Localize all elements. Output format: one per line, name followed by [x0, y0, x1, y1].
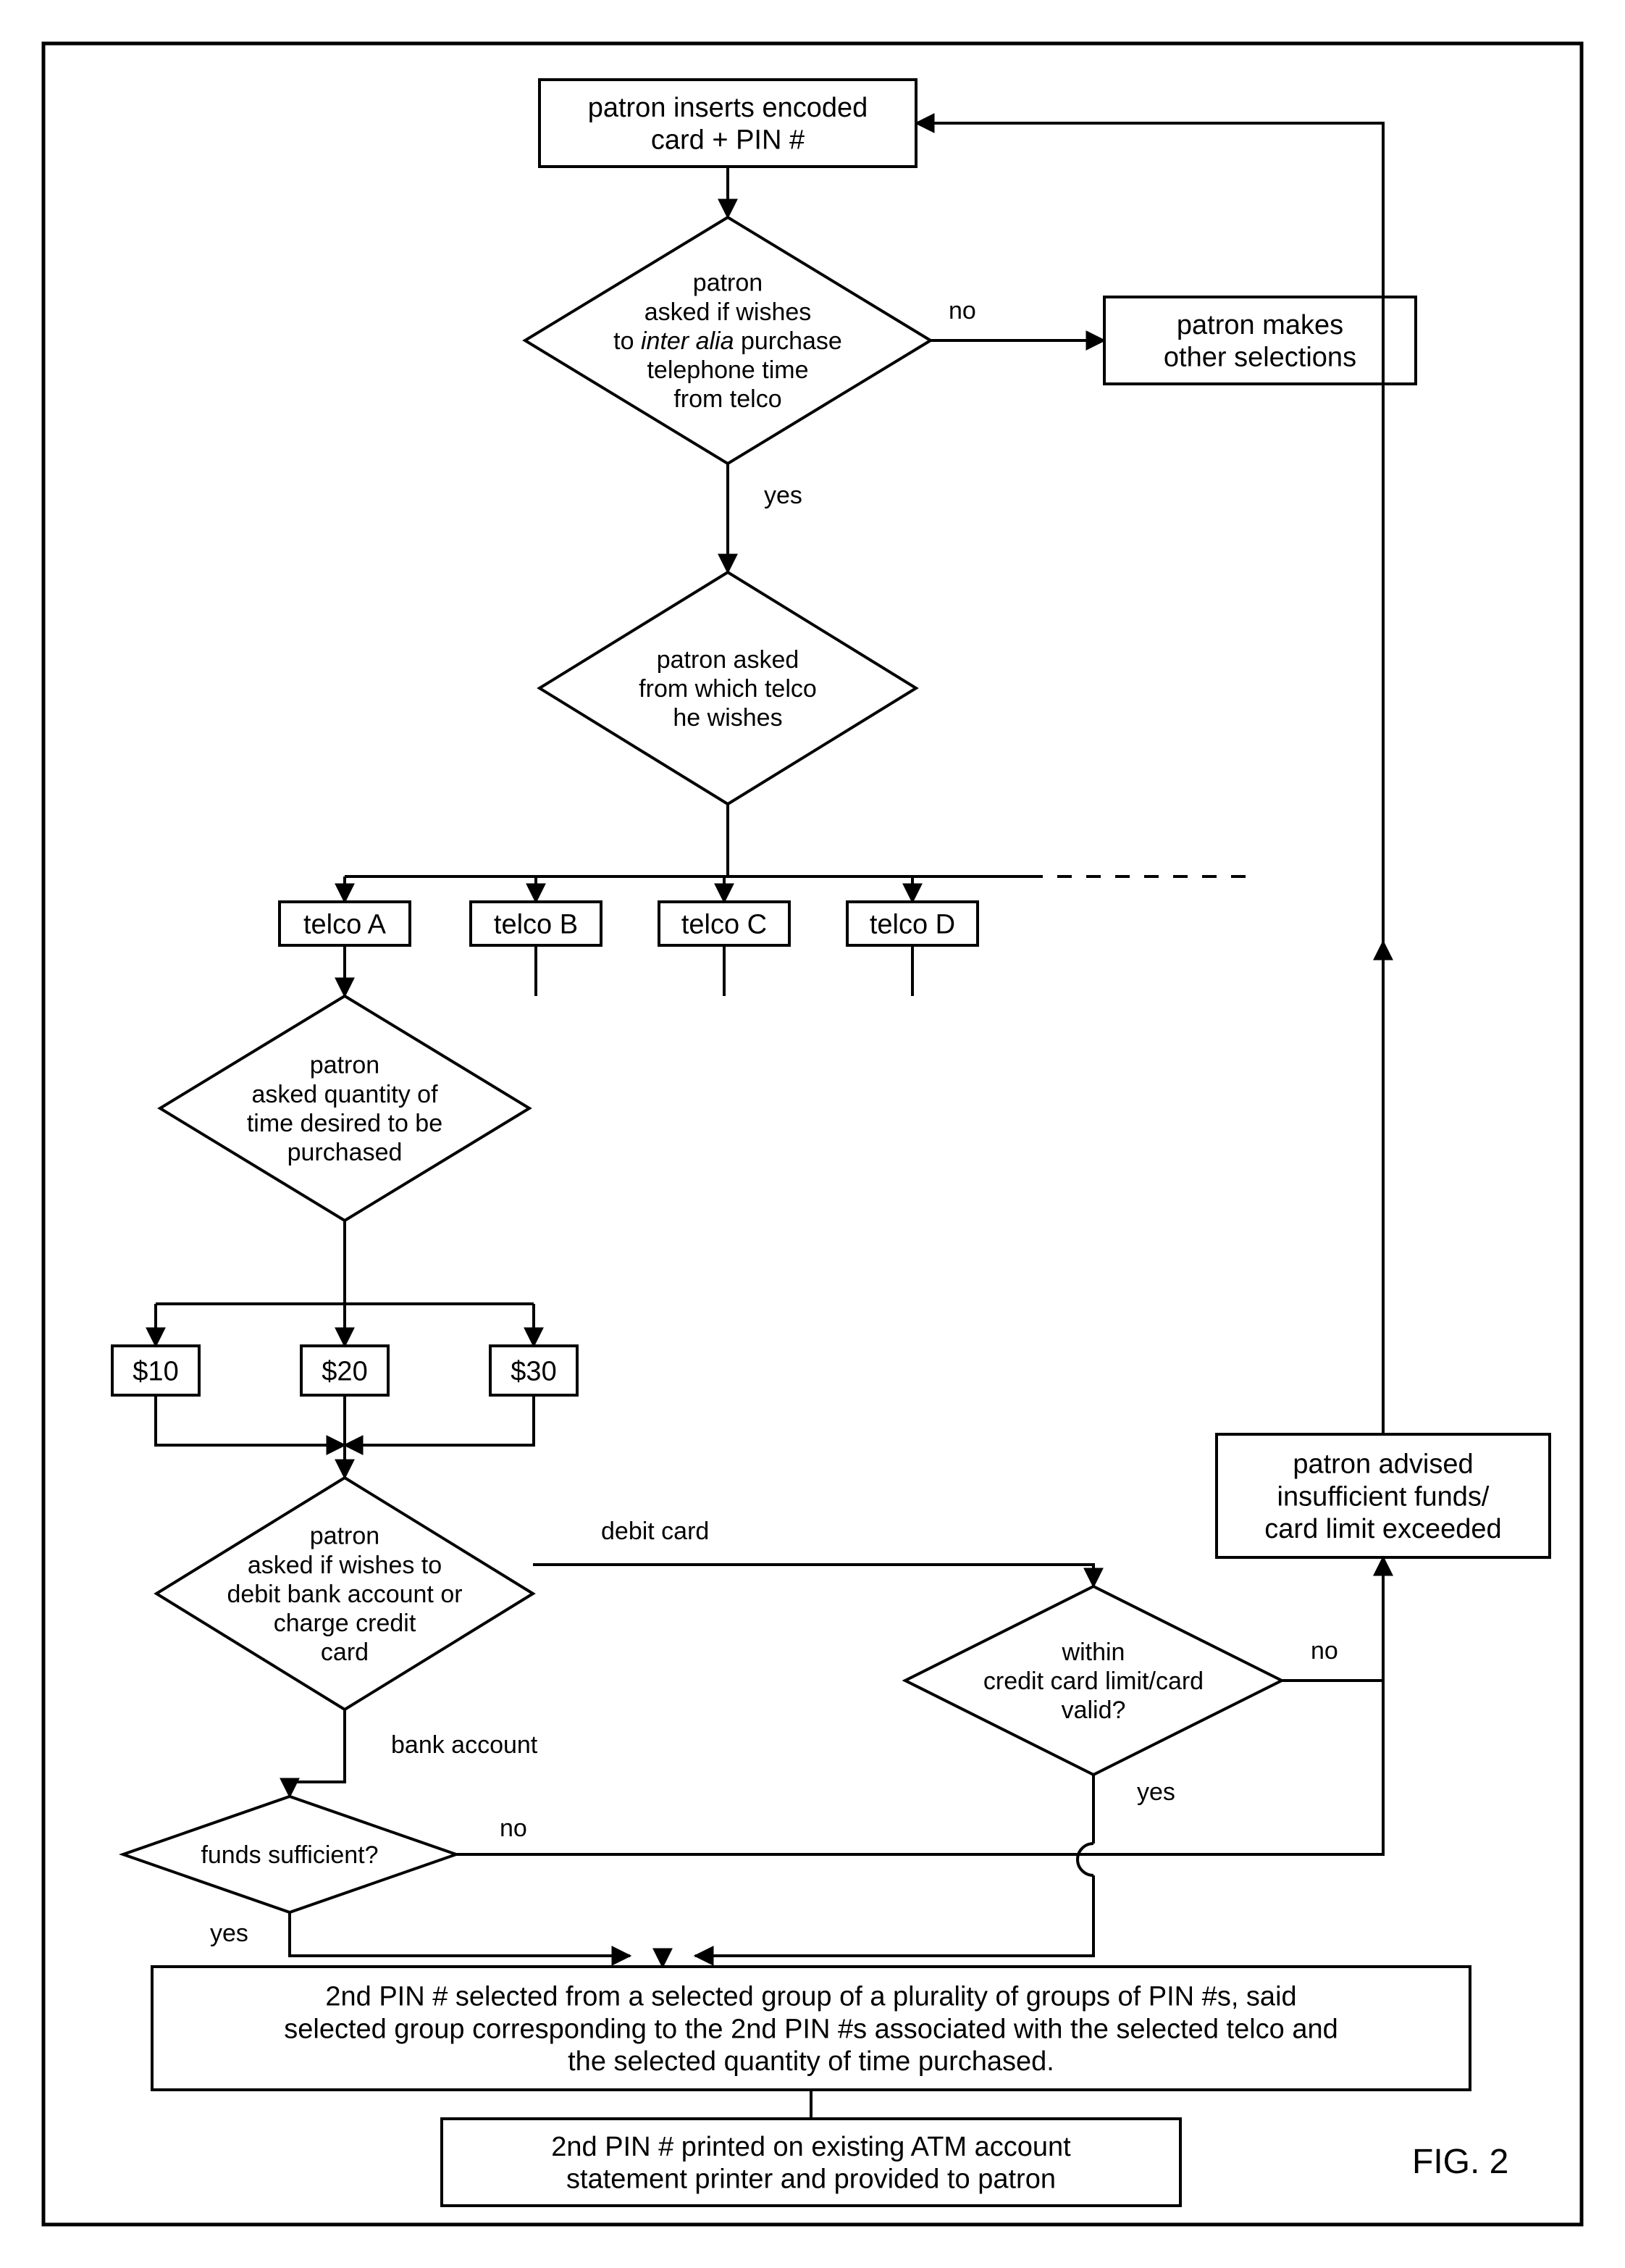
edge-label-debit: debit card	[601, 1518, 709, 1545]
edge-label-yes1: yes	[764, 482, 802, 509]
svg-text:telephone time: telephone time	[647, 356, 808, 384]
svg-text:2nd PIN # selected from a sele: 2nd PIN # selected from a selected group…	[325, 1981, 1296, 2012]
svg-text:telco B: telco B	[494, 909, 578, 940]
svg-text:telco A: telco A	[303, 909, 387, 940]
svg-text:selected group corresponding t: selected group corresponding to the 2nd …	[284, 2014, 1338, 2044]
svg-text:$30: $30	[511, 1356, 556, 1386]
svg-text:debit bank account or: debit bank account or	[227, 1581, 462, 1608]
svg-text:statement printer and provided: statement printer and provided to patron	[566, 2164, 1056, 2195]
svg-text:card limit exceeded: card limit exceeded	[1264, 1514, 1501, 1544]
svg-text:within: within	[1062, 1639, 1125, 1666]
svg-text:patron advised: patron advised	[1293, 1449, 1473, 1479]
svg-text:telco D: telco D	[870, 909, 955, 940]
svg-text:he wishes: he wishes	[673, 704, 782, 732]
svg-text:asked if wishes to: asked if wishes to	[248, 1552, 442, 1579]
svg-text:telco C: telco C	[681, 909, 767, 940]
flowchart-figure: patron inserts encodedcard + PIN # patron…	[0, 0, 1625, 2268]
svg-text:charge credit: charge credit	[274, 1610, 416, 1637]
svg-text:time desired to be: time desired to be	[247, 1110, 442, 1137]
svg-text:funds sufficient?: funds sufficient?	[201, 1841, 378, 1869]
svg-text:patron: patron	[310, 1523, 379, 1550]
svg-text:asked if wishes: asked if wishes	[644, 298, 812, 326]
svg-text:valid?: valid?	[1062, 1696, 1126, 1724]
svg-text:card + PIN #: card + PIN #	[651, 125, 805, 156]
edge-label-no_f: no	[500, 1815, 527, 1842]
svg-text:patron makes: patron makes	[1177, 310, 1343, 340]
svg-text:patron asked: patron asked	[657, 646, 799, 674]
svg-text:from which telco: from which telco	[639, 675, 817, 703]
svg-text:from telco: from telco	[673, 385, 781, 413]
svg-text:to inter alia purchase: to inter alia purchase	[613, 327, 842, 355]
svg-text:credit card limit/card: credit card limit/card	[983, 1667, 1204, 1695]
svg-text:insufficient funds/: insufficient funds/	[1277, 1481, 1490, 1512]
edge-label-bank: bank account	[391, 1731, 538, 1759]
svg-text:$20: $20	[322, 1356, 367, 1386]
svg-text:other selections: other selections	[1164, 343, 1356, 373]
edge-label-no_c: no	[1311, 1637, 1338, 1665]
edge-label-yes_c: yes	[1137, 1778, 1175, 1806]
svg-text:patron: patron	[693, 269, 763, 297]
svg-text:patron: patron	[310, 1052, 379, 1079]
svg-text:$10: $10	[133, 1356, 178, 1386]
edge-label-no1: no	[949, 297, 976, 325]
figure-label: FIG. 2	[1412, 2143, 1508, 2181]
svg-text:purchased: purchased	[287, 1139, 403, 1166]
svg-text:2nd PIN # printed on existing: 2nd PIN # printed on existing ATM accoun…	[551, 2132, 1071, 2162]
edge-label-yes_f: yes	[210, 1920, 248, 1947]
svg-text:asked quantity of: asked quantity of	[251, 1081, 438, 1108]
svg-text:the selected quantity of time: the selected quantity of time purchased.	[568, 2046, 1054, 2077]
svg-text:patron inserts encoded: patron inserts encoded	[588, 93, 868, 123]
svg-text:card: card	[321, 1639, 369, 1666]
